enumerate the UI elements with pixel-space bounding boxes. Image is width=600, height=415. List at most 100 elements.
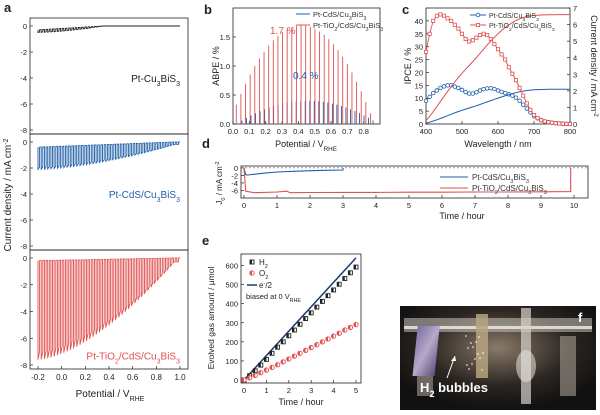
ipce-point — [474, 35, 479, 40]
panel-d: d0-2-4-60 1 2 3 4 5 6 7 8 9 10Pt-CdS/Cu3BiS3Pt-TiO… — [202, 136, 589, 221]
x-tick-label: 0 — [242, 201, 246, 210]
ipce-point — [456, 85, 461, 91]
ipce-point — [459, 31, 464, 36]
bubble — [472, 346, 474, 348]
bubble — [481, 369, 483, 371]
ipce-point — [434, 88, 439, 93]
y-tick-label: 0.0 — [220, 120, 230, 129]
ipce-point — [553, 121, 558, 126]
integrated-current-line — [425, 88, 570, 124]
y-right-tick-label: 5 — [573, 37, 577, 46]
label-part: RHE — [130, 396, 145, 403]
ipce-point — [452, 22, 457, 27]
label-part: 2 — [265, 275, 268, 281]
y-right-tick-label: 6 — [573, 21, 577, 30]
label-part: 3 — [522, 17, 525, 23]
bubble — [471, 363, 473, 365]
ipce-point — [427, 31, 432, 36]
label-part: 3 — [363, 16, 366, 22]
series-label: Pt-CdS/Cu3BiS3 — [109, 190, 180, 204]
h2-point-fill — [281, 339, 284, 344]
ipce-point — [510, 71, 515, 76]
y-tick-label: 100 — [225, 357, 238, 366]
ipce-point — [488, 85, 493, 91]
photo-caption: H2 bubbles — [420, 380, 488, 399]
x-tick-label: 4 — [374, 201, 378, 210]
x-tick-label: 0.8 — [151, 373, 163, 382]
bias-annotation: biased at 0 VRHE — [246, 292, 301, 304]
o2-point-fill — [247, 375, 250, 381]
label-part: /2 — [265, 281, 272, 290]
y-tick-label: 0.5 — [220, 91, 230, 100]
label-part: 3 — [538, 27, 541, 33]
label-part: RHE — [324, 146, 337, 153]
o2-point-fill — [253, 373, 256, 378]
ipce-point — [481, 86, 486, 92]
y-axis-title: J0 / mA cm-2 — [215, 161, 227, 204]
x-tick-label: 5 — [407, 201, 411, 210]
o2-point-fill — [325, 336, 328, 342]
glass-highlight — [404, 326, 592, 329]
y-tick-label: 10 — [415, 94, 423, 103]
h2-point-fill — [298, 322, 300, 327]
h2-point-fill — [314, 305, 317, 310]
label-part: 0 — [221, 197, 227, 200]
x-tick-label: 0.4 — [103, 373, 115, 382]
x-tick-label: 800 — [564, 127, 577, 136]
bubble — [479, 357, 481, 359]
label-part: J — [215, 201, 224, 205]
h2-point-fill — [342, 276, 345, 281]
ipce-point — [434, 13, 439, 18]
ipce-point — [467, 39, 472, 44]
ipce-point — [463, 89, 468, 95]
x-tick-label: 500 — [456, 127, 469, 136]
y-tick-label: 5 — [419, 107, 423, 116]
ipce-point — [517, 98, 522, 103]
legend-text: Pt-CdS/Cu3BiS3 — [472, 173, 529, 185]
h2-point-fill — [292, 328, 295, 333]
label-part: Pt-Cu — [131, 74, 157, 85]
panel-b-label: b — [204, 2, 212, 17]
ipce-point — [539, 118, 544, 123]
x-axis-title: Potential / VRHE — [76, 389, 145, 403]
o2-point-fill — [320, 339, 323, 345]
label-part: Pt-TiO — [313, 21, 335, 30]
ipce-point — [485, 33, 490, 38]
label-part: Pt-TiO — [472, 184, 495, 193]
x-tick-label: 0.5 — [309, 127, 319, 136]
y-axis-title: ABPE / % — [211, 46, 221, 86]
ipce-point — [495, 88, 501, 93]
x-tick-label: 6 — [440, 201, 444, 210]
x-tick-label: 1 — [275, 201, 279, 210]
legend-marker-fill — [250, 260, 252, 264]
label-part: Current density / mA cm — [3, 145, 14, 252]
o2-point-fill — [309, 345, 312, 350]
label-part: 2 — [509, 27, 512, 33]
arrow-head — [451, 356, 456, 361]
label-part: / mA cm — [215, 166, 224, 197]
ipce-point — [564, 121, 569, 126]
ipce-point — [499, 52, 504, 57]
y-tick-label: -8 — [20, 242, 27, 251]
x-tick-label: 9 — [539, 201, 543, 210]
ipce-point — [431, 18, 436, 23]
y-tick-label: -6 — [231, 186, 238, 195]
y-right-tick-label: 7 — [573, 4, 577, 13]
y-right-tick-label: 4 — [573, 54, 577, 63]
label-part: Pt-CdS/Cu — [313, 10, 349, 19]
y-tick-label: 400 — [225, 300, 238, 309]
legend-marker — [475, 22, 480, 27]
y-axis-title: IPCE / % — [403, 48, 413, 85]
h2-point-fill — [264, 357, 267, 362]
legend-marker — [475, 12, 481, 18]
stability-trace — [243, 167, 572, 194]
panel-c-label: c — [402, 2, 409, 17]
bubble — [470, 342, 472, 344]
label-part: /CdS/Cu — [337, 21, 365, 30]
legend-text: Pt-TiO2/CdS/Cu3BiS3 — [313, 21, 383, 33]
ipce-point — [546, 120, 551, 125]
ipce-point — [568, 122, 573, 127]
ipce-point — [492, 42, 497, 47]
ipce-point — [477, 88, 483, 93]
ipce-point — [470, 38, 475, 43]
